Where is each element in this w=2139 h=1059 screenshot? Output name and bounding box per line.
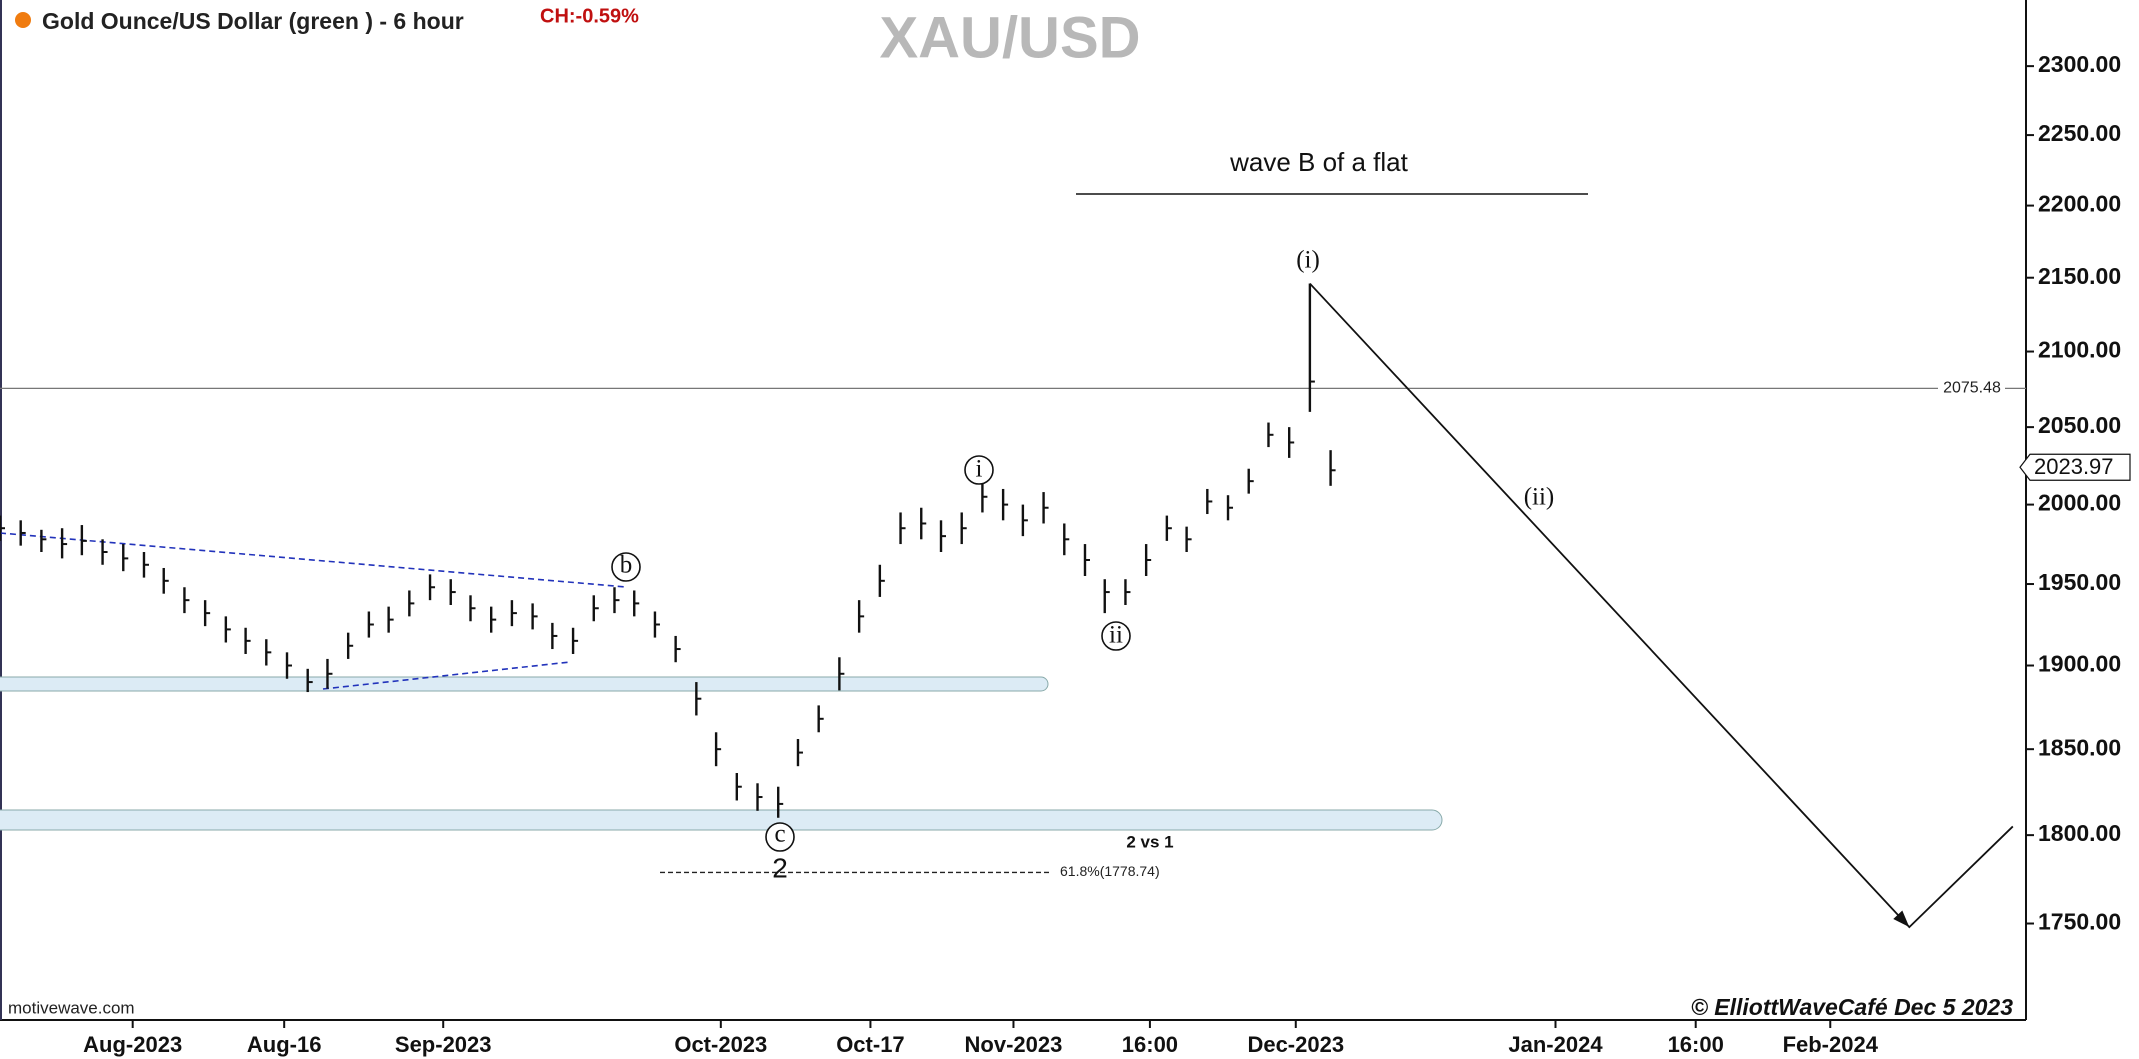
y-tick-label: 2300.00	[2038, 51, 2121, 77]
change: CH:-0.59%	[540, 5, 639, 27]
x-tick-label: Oct-17	[836, 1032, 904, 1057]
wave-circle	[964, 455, 994, 485]
x-tick-label: Aug-2023	[83, 1032, 182, 1057]
x-tick-label: Nov-2023	[965, 1032, 1063, 1057]
x-tick-label: Dec-2023	[1247, 1032, 1344, 1057]
x-tick-label: Sep-2023	[395, 1032, 492, 1057]
wave-circle	[1101, 621, 1131, 651]
chart-title: XAU/USD	[879, 5, 1140, 70]
x-tick-label: Aug-16	[247, 1032, 322, 1057]
wave-label: (i)	[1296, 247, 1320, 274]
y-tick-label: 1900.00	[2038, 651, 2121, 677]
wave-label: ii	[1109, 622, 1123, 649]
y-tick-label: 1850.00	[2038, 734, 2121, 760]
fib-label: 61.8%(1778.74)	[1060, 863, 1160, 879]
y-tick-label: 2050.00	[2038, 412, 2121, 438]
last-price: 2023.97	[2034, 454, 2114, 479]
x-tick-label: 16:00	[1668, 1032, 1724, 1057]
y-tick-label: 2100.00	[2038, 337, 2121, 363]
x-tick-label: 16:00	[1122, 1032, 1178, 1057]
x-tick-label: Jan-2024	[1508, 1032, 1603, 1057]
status-dot	[15, 12, 31, 28]
wave-label: b	[620, 552, 633, 579]
marks: 1750.00 1800.00 1850.00 1900.00 1950.00 2000.…	[0, 51, 2131, 1057]
wave-label: 2	[772, 852, 788, 883]
copyright: © ElliottWaveCafé Dec 5 2023	[1691, 994, 2013, 1020]
annotation: 2 vs 1	[1126, 832, 1173, 851]
annotation: wave B of a flat	[1229, 147, 1409, 177]
last-price-box	[2019, 453, 2131, 481]
wave-circle	[611, 552, 641, 582]
x-tick-label: Oct-2023	[674, 1032, 767, 1057]
y-tick-label: 2150.00	[2038, 263, 2121, 289]
y-tick-label: 2250.00	[2038, 120, 2121, 146]
support-zone	[0, 676, 1049, 692]
wave-label: i	[976, 456, 983, 483]
subtitle: Gold Ounce/US Dollar (green ) - 6 hour	[42, 8, 464, 34]
y-tick-label: 1800.00	[2038, 820, 2121, 846]
support-zone	[0, 809, 1443, 831]
y-tick-label: 2000.00	[2038, 490, 2121, 516]
y-tick-label: 1750.00	[2038, 909, 2121, 935]
y-tick-label: 2200.00	[2038, 191, 2121, 217]
trend-line	[0, 532, 627, 588]
y-tick-label: 1950.00	[2038, 569, 2121, 595]
price-level-label: 2075.48	[1943, 380, 2001, 397]
source: motivewave.com	[8, 998, 135, 1017]
arrow-head	[1893, 910, 1910, 928]
wave-label: c	[774, 821, 785, 848]
x-tick-label: Feb-2024	[1783, 1032, 1879, 1057]
trend-line	[322, 661, 571, 690]
wave-label: (ii)	[1524, 484, 1555, 511]
wave-circle	[765, 822, 795, 852]
